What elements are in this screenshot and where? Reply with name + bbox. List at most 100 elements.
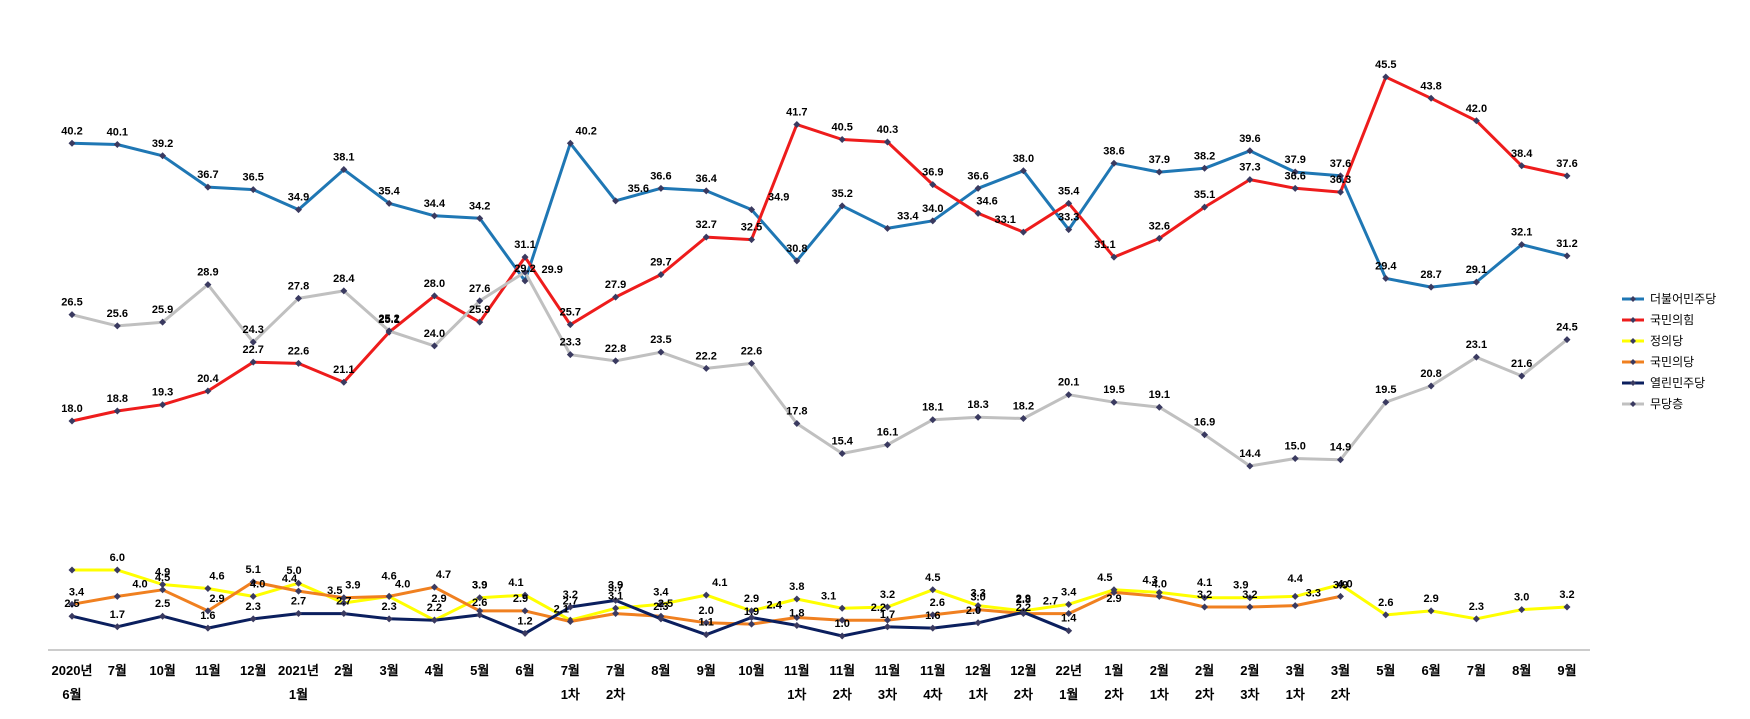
data-point <box>113 623 121 631</box>
x-tick-label: 3월 <box>1286 663 1305 678</box>
data-label: 3.0 <box>1514 592 1529 604</box>
data-point <box>929 611 937 619</box>
data-point <box>159 401 167 409</box>
data-label: 1.9 <box>744 606 759 618</box>
data-point <box>1110 253 1118 261</box>
data-point <box>748 236 756 244</box>
data-label: 3.2 <box>1197 589 1212 601</box>
data-point <box>883 441 891 449</box>
data-point <box>1065 199 1073 207</box>
data-point <box>295 587 303 595</box>
legend-label: 열린민주당 <box>1650 376 1705 390</box>
data-label: 25.1 <box>378 314 399 326</box>
data-label: 34.6 <box>976 195 997 207</box>
data-label: 2.4 <box>767 600 783 612</box>
x-tick-sublabel: 1월 <box>1059 687 1078 702</box>
x-tick-label: 7월 <box>1467 663 1486 678</box>
x-tick-label: 6월 <box>1421 663 1440 678</box>
data-label: 37.6 <box>1556 158 1577 170</box>
data-label: 3.1 <box>821 590 836 602</box>
data-label: 28.7 <box>1420 269 1441 281</box>
data-point <box>249 615 257 623</box>
data-point <box>1336 188 1344 196</box>
data-point <box>521 607 529 615</box>
legend-label: 국민의당 <box>1650 355 1694 369</box>
data-label: 21.6 <box>1511 358 1532 370</box>
data-point <box>159 586 167 594</box>
data-label: 15.0 <box>1284 441 1305 453</box>
legend-marker <box>1630 401 1636 407</box>
data-point <box>974 606 982 614</box>
data-label: 3.4 <box>653 586 669 598</box>
x-tick-sublabel: 2차 <box>1195 687 1214 702</box>
data-point <box>566 321 574 329</box>
data-point <box>1065 226 1073 234</box>
data-label: 3.9 <box>1233 580 1248 592</box>
data-label: 33.1 <box>994 214 1015 226</box>
data-point <box>838 632 846 640</box>
data-labels-layer: 40.2 40.1 39.2 36.7 36.5 34.9 38.1 35.4 34.4 34.2… <box>61 59 1577 630</box>
data-label: 24.0 <box>424 328 445 340</box>
data-label: 23.3 <box>560 337 581 349</box>
data-label: 39.6 <box>1239 133 1260 145</box>
data-label: 3.3 <box>1306 588 1321 600</box>
data-label: 4.5 <box>925 572 940 584</box>
data-label: 22.6 <box>741 345 762 357</box>
data-point <box>113 592 121 600</box>
data-label: 15.4 <box>831 436 853 448</box>
data-point <box>1563 603 1571 611</box>
data-point <box>566 603 574 611</box>
data-point <box>1155 234 1163 242</box>
data-label: 39.2 <box>152 138 173 150</box>
data-point <box>249 338 257 346</box>
data-point <box>1155 168 1163 176</box>
data-point <box>612 610 620 618</box>
x-tick-sublabel: 2차 <box>833 687 852 702</box>
data-point <box>1427 382 1435 390</box>
data-point <box>657 615 665 623</box>
x-tick-sublabel: 1차 <box>1150 687 1169 702</box>
data-point <box>340 166 348 174</box>
data-point <box>68 311 76 319</box>
data-label: 3.4 <box>69 586 85 598</box>
data-label: 2.3 <box>246 601 261 613</box>
data-point <box>974 619 982 627</box>
x-tick-label: 4월 <box>425 663 444 678</box>
data-label: 37.9 <box>1149 154 1170 166</box>
data-label: 3.5 <box>327 585 342 597</box>
data-label: 4.0 <box>250 578 265 590</box>
x-tick-label: 11월 <box>829 663 855 678</box>
data-label: 29.1 <box>1466 264 1487 276</box>
data-point <box>702 364 710 372</box>
data-point <box>295 359 303 367</box>
data-label: 36.5 <box>242 172 263 184</box>
data-point <box>1155 592 1163 600</box>
data-point <box>702 619 710 627</box>
data-label: 2.9 <box>431 593 446 605</box>
data-point <box>883 616 891 624</box>
data-label: 25.6 <box>107 308 128 320</box>
data-label: 3.9 <box>1333 580 1348 592</box>
data-label: 25.9 <box>152 304 173 316</box>
data-point <box>430 583 438 591</box>
data-label: 40.1 <box>107 127 128 139</box>
data-point <box>68 139 76 147</box>
data-point <box>340 287 348 295</box>
data-label: 27.6 <box>469 283 490 295</box>
data-point <box>521 277 529 285</box>
legend-marker <box>1630 380 1636 386</box>
x-tick-label: 9월 <box>1557 663 1576 678</box>
data-point <box>476 607 484 615</box>
data-label: 32.1 <box>1511 227 1532 239</box>
data-label: 35.4 <box>378 185 400 197</box>
data-point <box>1019 228 1027 236</box>
data-label: 17.8 <box>786 406 807 418</box>
data-label: 29.4 <box>1375 260 1397 272</box>
data-point <box>385 592 393 600</box>
data-label: 19.5 <box>1375 384 1396 396</box>
data-label: 2.9 <box>1423 593 1438 605</box>
data-label: 2.2 <box>1016 602 1031 614</box>
data-point <box>566 139 574 147</box>
data-point <box>1246 176 1254 184</box>
